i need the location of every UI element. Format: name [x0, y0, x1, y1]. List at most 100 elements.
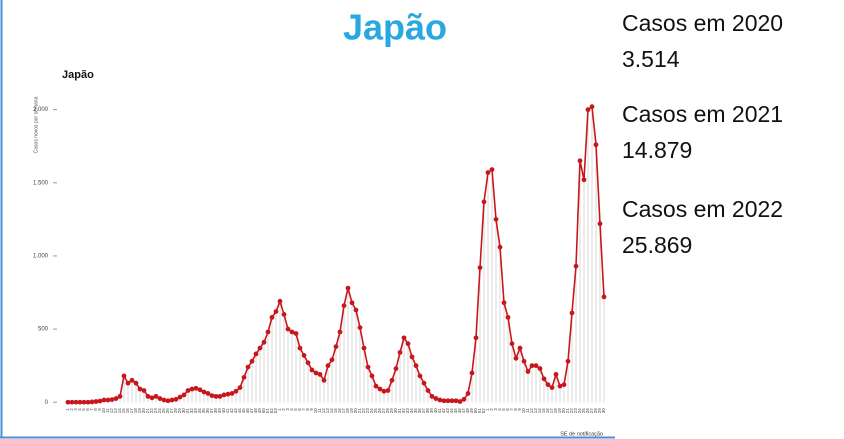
point [233, 388, 239, 394]
point [517, 345, 523, 351]
point [269, 314, 275, 320]
point [353, 307, 359, 313]
point [345, 285, 351, 291]
x-tick-label: 24 [577, 408, 582, 414]
point [513, 355, 519, 361]
x-tick-label: 11 [105, 408, 110, 413]
point [405, 341, 411, 347]
x-tick-label: 12 [109, 408, 114, 414]
x-tick-label: 37 [209, 408, 214, 414]
point [385, 388, 391, 393]
x-tick-label: 13 [533, 408, 538, 414]
summary-label: Casos em 2022 [622, 196, 784, 222]
point [481, 199, 487, 205]
x-tick-label: 3 [493, 408, 498, 411]
point [497, 244, 503, 250]
x-tick-label: 20 [353, 408, 358, 414]
point [237, 385, 243, 390]
point [541, 376, 547, 382]
x-tick-label: 27 [169, 408, 174, 414]
point [545, 382, 551, 388]
x-tick-label: 24 [157, 408, 162, 414]
point [101, 397, 107, 403]
x-tick-label: 44 [237, 408, 242, 414]
x-tick-label: 23 [573, 408, 578, 414]
point [525, 369, 531, 374]
point [597, 221, 603, 227]
point [553, 372, 559, 377]
x-tick-label: 33 [193, 408, 198, 414]
point [141, 388, 147, 393]
point [341, 303, 347, 309]
x-tick-label: 26 [585, 408, 590, 414]
point [117, 393, 123, 399]
point [585, 107, 591, 113]
point [561, 382, 567, 388]
point [509, 341, 515, 347]
point [177, 394, 183, 400]
x-tick-label: 51 [477, 408, 482, 414]
point [249, 358, 255, 364]
point [449, 398, 455, 404]
x-tick-label: 34 [409, 408, 414, 414]
point [537, 366, 543, 371]
point [425, 388, 431, 393]
x-tick-label: 23 [153, 408, 158, 414]
point [357, 325, 363, 331]
point [437, 397, 443, 403]
x-tick-label: 11 [317, 408, 322, 413]
x-tick-label: 20 [561, 408, 566, 414]
point [569, 310, 575, 316]
point [433, 396, 439, 401]
point [365, 364, 371, 370]
y-tick-label: 500 [38, 327, 49, 333]
x-tick-label: 17 [549, 408, 554, 414]
point [173, 396, 179, 402]
x-tick-label: 2 [489, 408, 494, 411]
point [393, 366, 399, 371]
x-tick-label: 6 [297, 408, 302, 411]
point [157, 396, 163, 401]
point [113, 396, 119, 401]
point [389, 377, 395, 383]
x-tick-label: 15 [333, 408, 338, 414]
point [181, 392, 187, 398]
point [593, 142, 599, 148]
x-tick-label: 31 [185, 408, 190, 414]
point [77, 399, 83, 405]
point [105, 397, 111, 403]
point [329, 357, 335, 363]
point [337, 329, 343, 335]
point [193, 385, 199, 391]
x-tick-label: 25 [581, 408, 586, 414]
x-tick-label: 16 [125, 408, 130, 414]
x-tick-label: 17 [129, 408, 134, 414]
x-tick-label: 3 [285, 408, 290, 411]
point [441, 398, 447, 404]
summary-value: 25.869 [622, 232, 693, 258]
x-tick-label: 1 [277, 408, 282, 411]
point [165, 398, 171, 404]
point [253, 351, 259, 357]
x-tick-label: 50 [261, 408, 266, 414]
x-axis-label: SE de notificação [560, 431, 603, 437]
point [209, 393, 215, 399]
x-tick-label: 14 [117, 408, 122, 414]
point [521, 358, 527, 364]
x-tick-label: 16 [545, 408, 550, 414]
x-tick-label: 34 [197, 408, 202, 414]
point [369, 373, 375, 379]
x-tick-label: 3 [73, 408, 78, 411]
x-tick-label: 53 [273, 408, 278, 414]
point [493, 216, 499, 222]
x-tick-label: 5 [501, 408, 506, 411]
point [241, 374, 247, 380]
x-tick-label: 45 [453, 408, 458, 414]
x-tick-label: 19 [557, 408, 562, 414]
x-tick-label: 32 [401, 408, 406, 414]
x-tick-label: 29 [389, 408, 394, 414]
point [577, 158, 583, 164]
x-tick-label: 36 [205, 408, 210, 414]
x-tick-label: 39 [429, 408, 434, 414]
